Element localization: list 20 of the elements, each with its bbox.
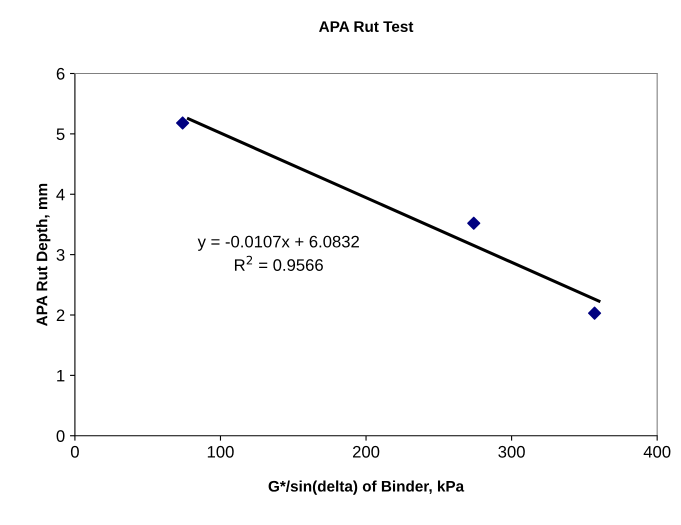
chart-title: APA Rut Test xyxy=(319,21,414,32)
x-tick-label: 0 xyxy=(70,446,79,458)
y-tick-label: 5 xyxy=(56,128,64,140)
y-tick-label: 3 xyxy=(56,249,64,261)
point xyxy=(588,306,602,320)
y-tick-label: 1 xyxy=(57,370,64,382)
y-tick-label: 0 xyxy=(56,430,65,442)
y-tick-label: 2 xyxy=(56,309,64,322)
x-tick-label: 200 xyxy=(352,446,380,458)
x-tick-label: 300 xyxy=(498,446,525,458)
annotation: y = -0.0107x + 6.0832 xyxy=(198,236,359,251)
x-axis-title: G*/sin(delta) of Binder, kPa xyxy=(268,480,464,495)
y-tick-label: 4 xyxy=(56,188,65,200)
x-tick-label: 400 xyxy=(644,446,670,458)
point xyxy=(176,116,190,130)
point xyxy=(467,216,480,230)
y-axis-title: APA Rut Depth, mm xyxy=(36,184,50,326)
x-tick-label: 100 xyxy=(208,446,234,458)
y-tick-label: 6 xyxy=(56,68,64,80)
annotation: R$^{2}$ = 0.9566 xyxy=(234,256,323,271)
